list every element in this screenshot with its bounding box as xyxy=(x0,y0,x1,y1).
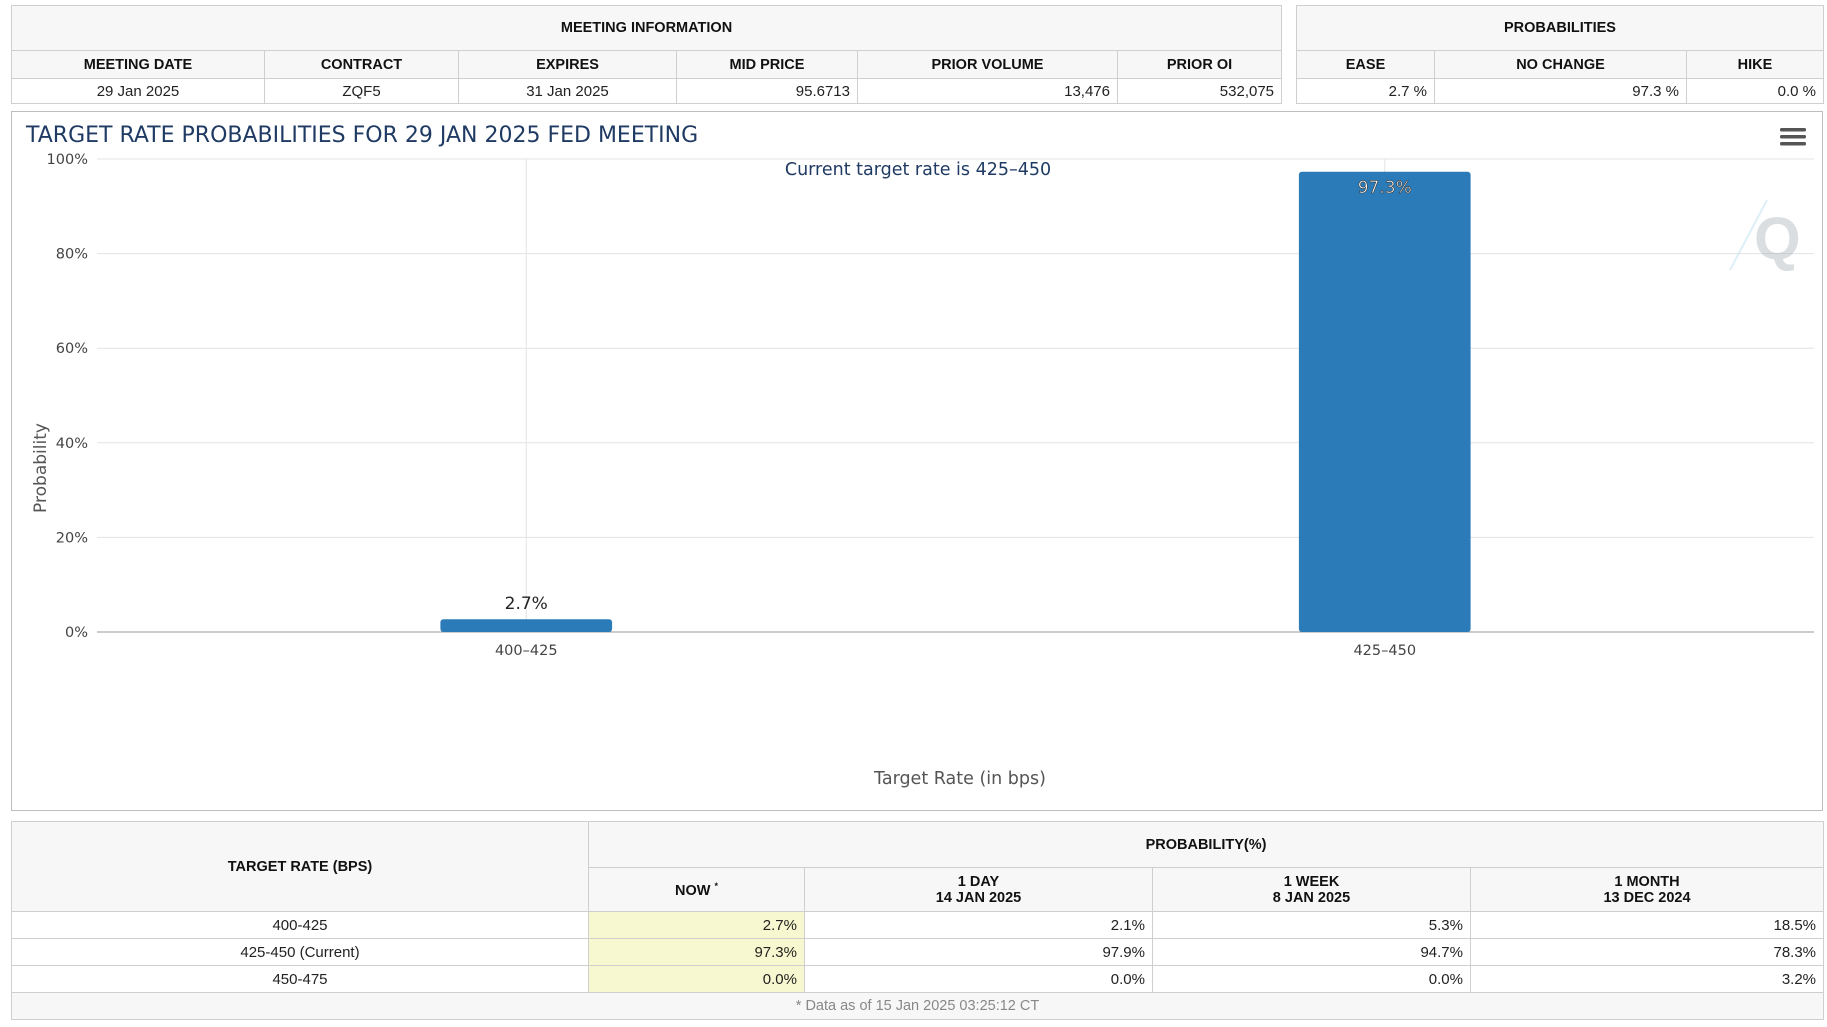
y-tick-label: 40% xyxy=(56,436,88,452)
meeting-date-value: 29 Jan 2025 xyxy=(11,78,265,104)
one-day-cell: 2.1% xyxy=(804,911,1153,939)
no-change-header: NO CHANGE xyxy=(1434,50,1687,79)
bar-data-label: 97.3% xyxy=(1358,178,1412,198)
one-month-date: 13 DEC 2024 xyxy=(1603,889,1691,906)
chart-bars xyxy=(440,171,1471,632)
x-axis-ticks: 400–425 425–450 xyxy=(495,643,1416,659)
y-tick-label: 100% xyxy=(47,152,88,168)
probabilities-table: PROBABILITIES EASE NO CHANGE HIKE 2.7 % … xyxy=(1296,5,1824,104)
one-week-date: 8 JAN 2025 xyxy=(1272,889,1351,906)
one-month-cell: 78.3% xyxy=(1469,938,1825,966)
probability-group-header: PROBABILITY(%) xyxy=(587,821,1825,868)
no-change-value: 97.3 % xyxy=(1434,78,1687,104)
bar-data-labels: 2.7% 97.3% xyxy=(505,177,1412,614)
target-rate-header: TARGET RATE (BPS) xyxy=(11,821,589,912)
y-axis-label: Probability xyxy=(31,423,51,513)
chart-title: TARGET RATE PROBABILITIES FOR 29 JAN 202… xyxy=(25,123,698,148)
now-header-marker: * xyxy=(714,880,718,891)
one-month-cell: 18.5% xyxy=(1469,911,1825,939)
one-week-header: 1 WEEK 8 JAN 2025 xyxy=(1152,867,1471,912)
chart-panel: 0% 20% 40% 60% 80% 100% 2.7% 97.3% 400–425 425–… xyxy=(11,111,1823,811)
one-month-label: 1 MONTH xyxy=(1614,873,1680,890)
rate-cell: 425-450 (Current) xyxy=(11,938,589,966)
chart-subtitle: Current target rate is 425–450 xyxy=(785,160,1051,180)
expires-header: EXPIRES xyxy=(458,50,677,79)
q-logo-watermark: Q xyxy=(1729,199,1801,272)
expires-value: 31 Jan 2025 xyxy=(458,78,677,104)
prior-oi-value: 532,075 xyxy=(1116,78,1283,104)
rate-cell: 450-475 xyxy=(11,965,589,993)
chart-gridlines xyxy=(97,158,1814,633)
contract-header: CONTRACT xyxy=(264,50,459,79)
hike-value: 0.0 % xyxy=(1686,78,1824,104)
meeting-date-header: MEETING DATE xyxy=(11,50,265,79)
one-day-cell: 0.0% xyxy=(804,965,1153,993)
rate-cell: 400-425 xyxy=(11,911,589,939)
x-tick-label: 400–425 xyxy=(495,643,558,659)
bar-400–425[interactable] xyxy=(440,619,613,632)
data-timestamp-footnote: * Data as of 15 Jan 2025 03:25:12 CT xyxy=(10,992,1825,1020)
target-rate-probability-table: TARGET RATE (BPS) PROBABILITY(%) NOW * 1… xyxy=(10,821,1825,1020)
probabilities-title: PROBABILITIES xyxy=(1296,5,1824,51)
prior-oi-header: PRIOR OI xyxy=(1116,50,1283,79)
one-day-header: 1 DAY 14 JAN 2025 xyxy=(804,867,1153,912)
bar-data-label: 2.7% xyxy=(505,594,548,614)
contract-value: ZQF5 xyxy=(264,78,459,104)
table-row: 400-425 2.7% 2.1% 5.3% 18.5% xyxy=(11,911,1825,939)
one-day-label: 1 DAY xyxy=(957,873,1000,890)
one-day-cell: 97.9% xyxy=(804,938,1153,966)
table-row: 450-475 0.0% 0.0% 0.0% 3.2% xyxy=(11,965,1825,993)
bar-425–450[interactable] xyxy=(1298,171,1471,632)
now-cell: 97.3% xyxy=(588,938,805,966)
x-tick-label: 425–450 xyxy=(1353,643,1416,659)
x-axis-label: Target Rate (in bps) xyxy=(873,769,1046,789)
now-header: NOW * xyxy=(588,867,805,912)
one-week-cell: 5.3% xyxy=(1152,911,1471,939)
y-tick-label: 60% xyxy=(56,341,88,357)
prior-volume-value: 13,476 xyxy=(857,78,1118,104)
prior-volume-header: PRIOR VOLUME xyxy=(857,50,1118,79)
ease-value: 2.7 % xyxy=(1296,78,1435,104)
one-week-label: 1 WEEK xyxy=(1283,873,1340,890)
y-tick-label: 80% xyxy=(56,247,88,263)
mid-price-value: 95.6713 xyxy=(676,78,858,104)
chart-menu-button[interactable] xyxy=(1777,124,1809,152)
ease-header: EASE xyxy=(1296,50,1435,79)
hike-header: HIKE xyxy=(1686,50,1824,79)
one-month-header: 1 MONTH 13 DEC 2024 xyxy=(1469,867,1825,912)
hamburger-menu-icon xyxy=(1780,128,1806,146)
now-cell: 2.7% xyxy=(588,911,805,939)
probability-chart: 0% 20% 40% 60% 80% 100% 2.7% 97.3% 400–425 425–… xyxy=(25,123,1814,789)
meeting-information-table: MEETING INFORMATION MEETING DATE CONTRAC… xyxy=(10,5,1283,104)
y-axis-ticks: 0% 20% 40% 60% 80% 100% xyxy=(47,152,88,641)
y-tick-label: 20% xyxy=(56,530,88,546)
watermark-text: Q xyxy=(1754,205,1801,272)
table-row: 425-450 (Current) 97.3% 97.9% 94.7% 78.3… xyxy=(11,938,1825,966)
meeting-information-title: MEETING INFORMATION xyxy=(10,5,1283,51)
now-header-label: NOW xyxy=(675,882,711,899)
one-week-cell: 0.0% xyxy=(1152,965,1471,993)
one-week-cell: 94.7% xyxy=(1152,938,1471,966)
one-day-date: 14 JAN 2025 xyxy=(935,889,1022,906)
y-tick-label: 0% xyxy=(65,625,88,641)
mid-price-header: MID PRICE xyxy=(676,50,858,79)
one-month-cell: 3.2% xyxy=(1469,965,1825,993)
now-cell: 0.0% xyxy=(588,965,805,993)
